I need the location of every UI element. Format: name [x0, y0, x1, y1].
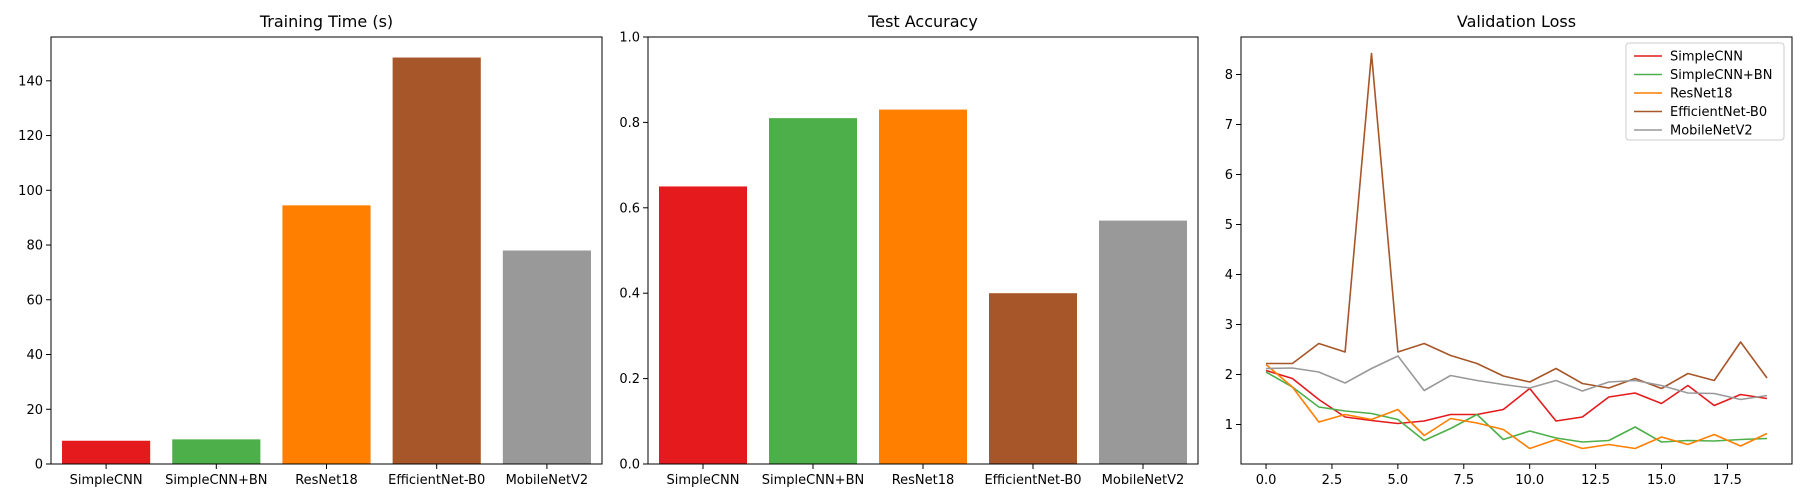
y-tick-label: 0.8	[619, 116, 640, 131]
legend-entry: ResNet18	[1670, 87, 1733, 102]
x-tick-label: 7.5	[1453, 473, 1474, 488]
y-tick-label: 100	[18, 184, 43, 199]
legend-entry: MobileNetV2	[1670, 124, 1753, 139]
y-tick-label: 1	[1225, 418, 1233, 433]
y-tick-label: 0.4	[619, 287, 640, 302]
bar-simplecnn-bn	[172, 439, 261, 464]
y-tick-label: 6	[1225, 168, 1233, 183]
x-tick-label: 5.0	[1388, 473, 1409, 488]
x-tick-label: SimpleCNN+BN	[762, 473, 864, 488]
x-tick-label: 15.0	[1647, 473, 1676, 488]
x-tick-label: SimpleCNN+BN	[165, 473, 267, 488]
bar-simplecnn	[659, 186, 747, 464]
chart-title: Validation Loss	[1457, 12, 1576, 31]
y-tick-label: 4	[1225, 268, 1233, 283]
y-tick-label: 5	[1225, 218, 1233, 233]
series-line-simplecnn-bn	[1265, 371, 1768, 443]
bar-simplecnn-bn	[769, 118, 857, 464]
x-tick-label: EfficientNet-B0	[984, 473, 1081, 488]
y-tick-label: 20	[26, 403, 43, 418]
x-tick-label: MobileNetV2	[506, 473, 589, 488]
bar-simplecnn	[62, 440, 151, 464]
x-tick-label: 2.5	[1322, 473, 1343, 488]
x-tick-label: 17.5	[1713, 473, 1742, 488]
validation-loss-panel: Validation Loss 1 2 3 4 5 6 7 8 0.0 2.5 5.0 7.5 10.0…	[1225, 12, 1793, 488]
bar-resnet18	[282, 205, 371, 464]
bar-resnet18	[879, 109, 967, 464]
bar-mobilenetv2	[1099, 220, 1187, 464]
plot-frame	[1240, 36, 1793, 465]
x-tick-label: 12.5	[1581, 473, 1610, 488]
test-accuracy-panel: Test Accuracy 0.0 0.2 0.4 0.6 0.8 1.0 SimpleCN…	[619, 12, 1199, 488]
y-tick-label: 7	[1225, 118, 1233, 133]
legend-entry: SimpleCNN	[1670, 50, 1743, 65]
series-line-resnet18	[1265, 363, 1768, 450]
series-line-efficientnet-b0	[1266, 52, 1768, 390]
legend-entry: EfficientNet-B0	[1670, 105, 1767, 120]
chart-title: Test Accuracy	[867, 12, 978, 31]
plot-frame	[647, 36, 1199, 465]
y-tick-label: 40	[26, 348, 43, 363]
x-tick-label: SimpleCNN	[667, 473, 740, 488]
y-tick-label: 80	[26, 239, 43, 254]
y-tick-label: 8	[1225, 68, 1233, 83]
training-time-panel: Training Time (s) 0 20 40 60 80 100 120 140 Simp…	[18, 12, 603, 488]
y-tick-label: 2	[1225, 368, 1233, 383]
legend-box	[1625, 42, 1785, 141]
x-tick-label: 0.0	[1256, 473, 1277, 488]
y-tick-label: 60	[26, 293, 43, 308]
legend-entry: SimpleCNN+BN	[1670, 68, 1772, 83]
x-tick-label: 10.0	[1515, 473, 1544, 488]
plot-frame	[50, 36, 603, 465]
bar-efficientnet-b0	[989, 293, 1077, 464]
y-tick-label: 120	[18, 129, 43, 144]
bar-mobilenetv2	[502, 250, 591, 464]
x-tick-label: EfficientNet-B0	[388, 473, 485, 488]
y-tick-label: 0.6	[619, 201, 640, 216]
y-tick-label: 3	[1225, 318, 1233, 333]
x-tick-label: ResNet18	[295, 473, 358, 488]
y-tick-label: 0.2	[619, 372, 640, 387]
bar-efficientnet-b0	[392, 57, 481, 465]
legend: SimpleCNN SimpleCNN+BN ResNet18 EfficientNe…	[1625, 42, 1785, 141]
y-tick-label: 0.0	[619, 458, 640, 473]
series-line-simplecnn	[1265, 369, 1768, 425]
x-tick-label: SimpleCNN	[70, 473, 143, 488]
y-tick-label: 0	[35, 458, 43, 473]
chart-title: Training Time (s)	[259, 12, 393, 31]
x-tick-label: ResNet18	[892, 473, 955, 488]
y-tick-label: 140	[18, 74, 43, 89]
series-line-mobilenetv2	[1265, 355, 1768, 401]
x-tick-label: MobileNetV2	[1102, 473, 1185, 488]
y-tick-label: 1.0	[619, 31, 640, 46]
